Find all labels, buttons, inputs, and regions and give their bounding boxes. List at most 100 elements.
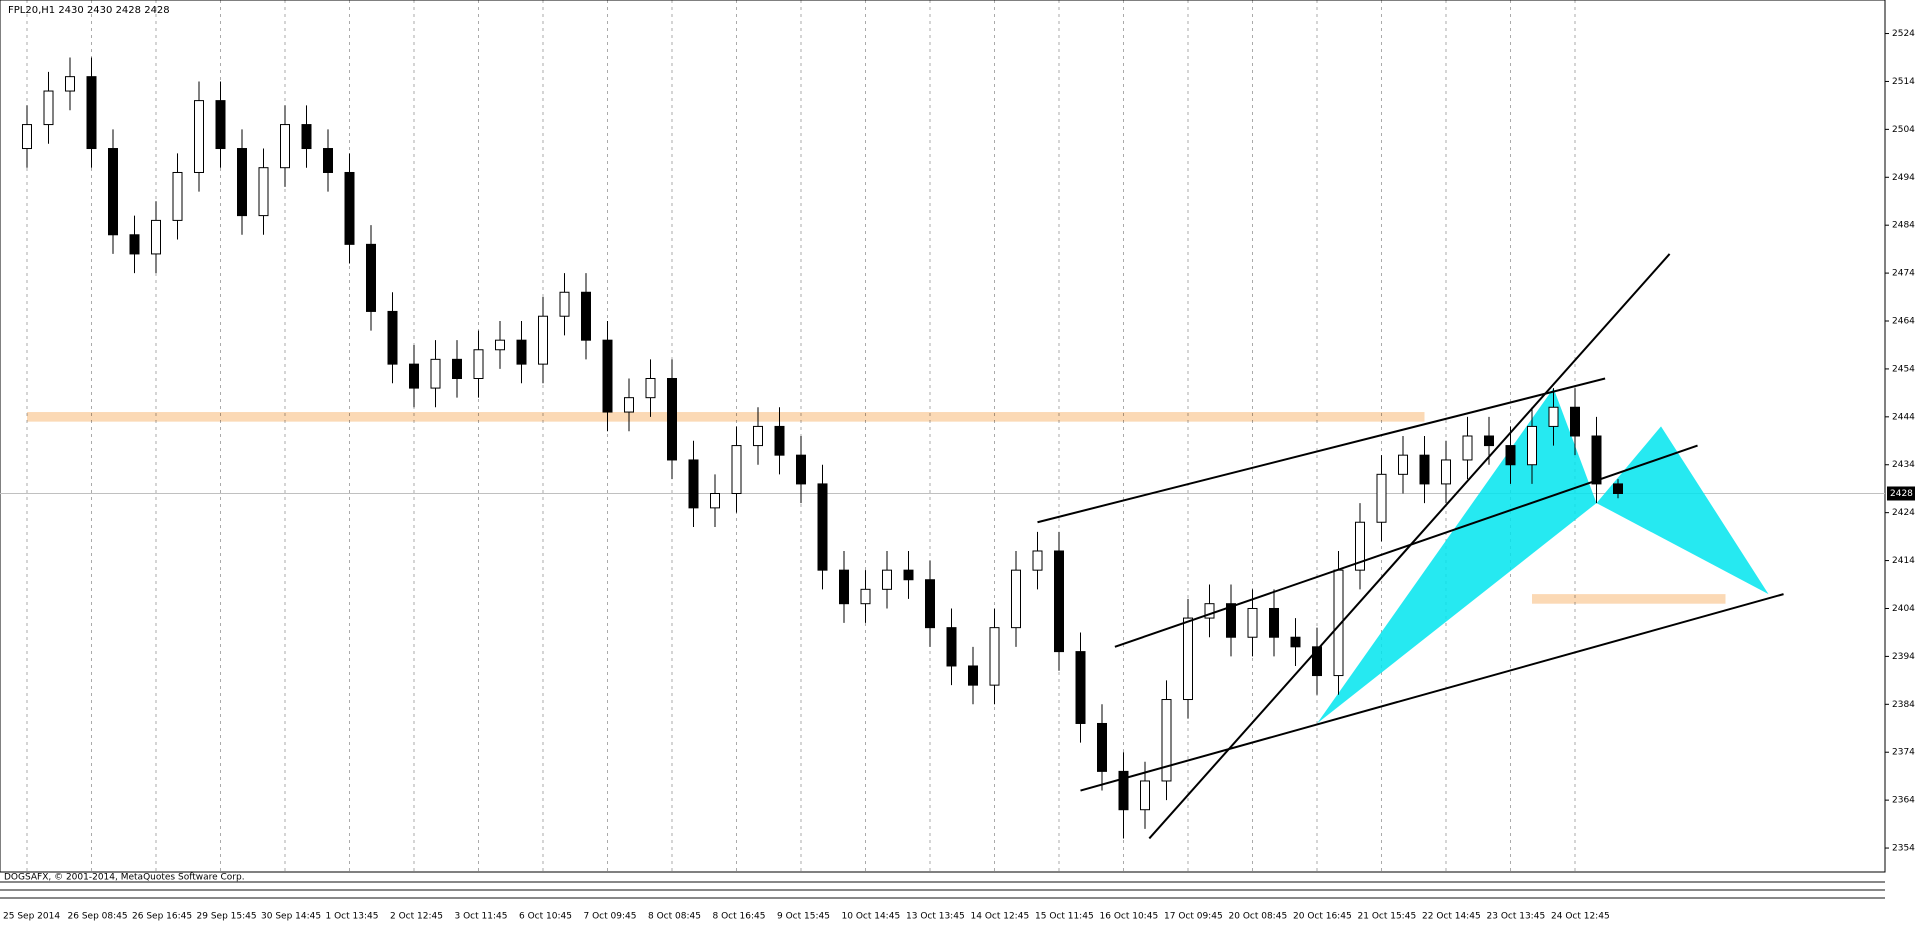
candle-body [774,425,785,456]
candle-body [86,76,97,150]
y-tick-label: 2414 [1892,556,1915,566]
y-tick-label: 2374 [1892,748,1915,758]
candle-body [387,310,398,365]
y-tick-label: 2464 [1892,317,1915,327]
last-price-tag [1887,486,1915,501]
candle-body [1011,569,1021,629]
candle-body [581,291,591,341]
candle-body [237,148,247,217]
candle-body [1355,521,1365,571]
y-tick-label: 2474 [1892,269,1915,279]
candle-body [258,167,269,217]
candle-body [839,569,849,605]
candle-body [1570,406,1580,437]
candle-body [409,363,419,389]
x-tick-label: 15 Oct 11:45 [1035,912,1094,922]
candle-body [301,124,312,150]
candle-body [1204,603,1215,619]
x-tick-label: 14 Oct 12:45 [971,912,1030,922]
x-tick-label: 8 Oct 08:45 [648,912,701,922]
trendline [1148,253,1671,840]
copyright: DOGSAFX, © 2001-2014, MetaQuotes Softwar… [4,873,245,883]
candle-body [1441,459,1451,485]
candle-body [495,339,505,351]
x-tick-label: 3 Oct 11:45 [455,912,508,922]
trendline [1037,377,1606,524]
y-tick-label: 2514 [1892,77,1915,87]
candle-body [151,219,161,255]
candle-body [624,397,634,413]
candle-body [129,234,140,255]
candle-body [1505,445,1516,466]
bottom-stripes [0,881,1885,899]
zone-band [1532,594,1726,604]
candle-body [989,627,1000,686]
candle-body [753,425,763,447]
trendline [1080,593,1784,792]
x-tick-label: 22 Oct 14:45 [1422,912,1481,922]
x-tick-label: 29 Sep 15:45 [197,912,257,922]
candle-body [903,569,914,581]
candle-body [1097,722,1107,772]
candle-body [1247,607,1258,638]
x-tick-label: 20 Oct 16:45 [1293,912,1352,922]
y-tick-label: 2404 [1892,604,1915,614]
candle-body [1075,651,1086,724]
x-tick-label: 13 Oct 13:45 [906,912,965,922]
y-tick-label: 2494 [1892,173,1915,183]
candle-body [473,349,484,380]
x-tick-label: 26 Sep 16:45 [132,912,192,922]
zone-band [27,412,1425,422]
x-tick-label: 16 Oct 10:45 [1100,912,1159,922]
candle-body [1269,607,1279,638]
x-tick-label: 25 Sep 2014 [3,912,60,922]
candle-body [1183,617,1193,701]
y-tick-label: 2364 [1892,796,1915,806]
x-tick-label: 8 Oct 16:45 [713,912,766,922]
candle-body [516,339,527,365]
candle-body [194,100,204,173]
candle-body [968,665,978,686]
candle-body [882,569,892,590]
candle-body [1312,646,1322,677]
candle-body [1398,454,1408,475]
candle-body [366,243,376,312]
y-tick-label: 2504 [1892,125,1915,135]
candle-body [1161,699,1172,782]
candle-body [1140,780,1150,811]
candle-body [1290,636,1301,648]
x-tick-label: 2 Oct 12:45 [390,912,443,922]
candle-body [215,100,226,150]
candle-body [1591,435,1602,485]
candle-body [688,459,699,509]
candle-body [323,148,333,173]
y-tick-label: 2524 [1892,29,1915,39]
candle-body [1118,770,1129,811]
candle-body [430,358,441,389]
chart-title: FPL20,H1 2430 2430 2428 2428 [8,5,170,16]
candle-body [43,90,54,126]
candle-body [1527,425,1537,466]
candle-body [538,315,548,365]
y-tick-label: 2434 [1892,460,1915,470]
candle-body [108,148,118,236]
x-tick-label: 30 Sep 14:45 [261,912,321,922]
candle-body [1613,483,1623,494]
x-tick-label: 23 Oct 13:45 [1487,912,1546,922]
x-tick-label: 26 Sep 08:45 [68,912,128,922]
candle-body [1054,550,1064,653]
candle-body [1462,435,1473,461]
candle-body [925,579,935,629]
x-tick-label: 1 Oct 13:45 [326,912,379,922]
candle-body [860,588,871,605]
y-tick-label: 2354 [1892,844,1915,854]
candle-body [731,445,742,494]
x-tick-label: 20 Oct 08:45 [1229,912,1288,922]
candle-body [559,291,570,317]
candle-body [796,454,806,485]
x-tick-label: 24 Oct 12:45 [1551,912,1610,922]
candle-body [710,492,720,509]
y-tick-label: 2444 [1892,412,1915,422]
y-tick-label: 2454 [1892,364,1915,374]
x-tick-label: 6 Oct 10:45 [519,912,572,922]
